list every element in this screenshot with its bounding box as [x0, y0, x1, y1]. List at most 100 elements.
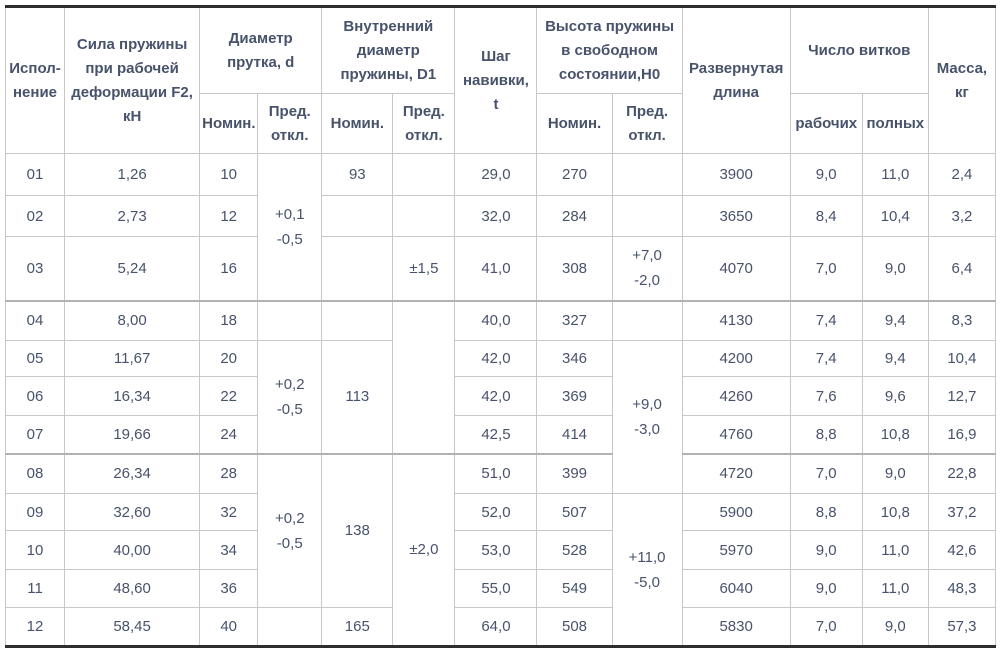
- header-inner-diameter: Внутренний диаметр пружины, D1: [321, 6, 456, 94]
- cell-pitch: 29,0: [454, 153, 538, 196]
- cell-length: 3650: [681, 195, 791, 237]
- cell-coils-full: 11,0: [861, 153, 929, 196]
- cell-coils-working: 7,6: [789, 376, 863, 416]
- header-d-nominal: Номин.: [199, 93, 259, 154]
- cell-h0-nom: 327: [536, 299, 613, 341]
- cell-d1-nom-empty: [321, 236, 394, 301]
- cell-force: 26,34: [64, 452, 201, 494]
- header-h0-deviation: Пред. откл.: [611, 93, 683, 154]
- cell-d1-nom-empty: [321, 299, 394, 341]
- cell-d-dev-merged: +0,2 -0,5: [257, 452, 323, 608]
- cell-length: 4130: [681, 299, 791, 341]
- cell-coils-full: 10,4: [861, 195, 929, 237]
- cell-d-nom: 12: [199, 195, 259, 237]
- table-row: 07 19,66 24 42,5 414 4760 8,8 10,8 16,9: [4, 415, 997, 454]
- cell-coils-working: 7,0: [789, 452, 863, 494]
- cell-coils-full: 9,0: [861, 236, 929, 301]
- header-coils-full: полных: [861, 93, 929, 154]
- cell-coils-working: 9,0: [789, 569, 863, 608]
- cell-coils-working: 9,0: [789, 530, 863, 570]
- cell-pitch: 55,0: [454, 569, 538, 608]
- table-row: 10 40,00 34 53,0 528 5970 9,0 11,0 42,6: [4, 530, 997, 570]
- cell-h0-nom: 346: [536, 340, 613, 377]
- cell-pitch: 51,0: [454, 452, 538, 494]
- header-d-deviation: Пред. откл.: [257, 93, 323, 154]
- cell-d-nom: 32: [199, 493, 259, 531]
- cell-pitch: 64,0: [454, 607, 538, 647]
- cell-mass: 22,8: [927, 452, 997, 494]
- cell-h0-dev-merged: +9,0 -3,0: [611, 340, 683, 494]
- cell-coils-working: 7,4: [789, 299, 863, 341]
- cell-coils-working: 8,8: [789, 415, 863, 454]
- cell-exec: 04: [4, 299, 66, 341]
- cell-h0-dev: +7,0 -2,0: [611, 236, 683, 301]
- cell-length: 4760: [681, 415, 791, 454]
- table-row: 05 11,67 20 +0,2 -0,5 113 42,0 346 +9,0 …: [4, 340, 997, 494]
- cell-coils-full: 9,4: [861, 299, 929, 341]
- cell-h0-dev-empty: [611, 299, 683, 341]
- cell-mass: 8,3: [927, 299, 997, 341]
- cell-length: 3900: [681, 153, 791, 196]
- cell-d-nom: 16: [199, 236, 259, 301]
- cell-mass: 10,4: [927, 340, 997, 377]
- cell-force: 48,60: [64, 569, 201, 608]
- cell-pitch: 42,0: [454, 340, 538, 377]
- cell-d-nom: 28: [199, 452, 259, 494]
- cell-pitch: 42,5: [454, 415, 538, 454]
- cell-d1-nom-empty: [321, 195, 394, 237]
- cell-pitch: 52,0: [454, 493, 538, 531]
- cell-mass: 48,3: [927, 569, 997, 608]
- cell-h0-dev-merged: +11,0 -5,0: [611, 493, 683, 647]
- cell-coils-full: 10,8: [861, 493, 929, 531]
- cell-d1-dev: ±1,5: [392, 236, 456, 301]
- cell-length: 4200: [681, 340, 791, 377]
- cell-coils-full: 10,8: [861, 415, 929, 454]
- cell-exec: 02: [4, 195, 66, 237]
- cell-force: 2,73: [64, 195, 201, 237]
- cell-mass: 57,3: [927, 607, 997, 647]
- cell-length: 4070: [681, 236, 791, 301]
- cell-h0-nom: 284: [536, 195, 613, 237]
- header-row-sub: Номин. Пред. откл. Номин. Пред. откл. Но…: [6, 93, 996, 154]
- cell-coils-working: 9,0: [789, 153, 863, 196]
- cell-pitch: 32,0: [454, 195, 538, 237]
- cell-length: 6040: [681, 569, 791, 608]
- cell-coils-working: 7,0: [789, 236, 863, 301]
- cell-d1-nom-merged: 138: [321, 452, 394, 608]
- cell-force: 19,66: [64, 415, 201, 454]
- cell-d1-dev-empty-merged: [392, 299, 456, 454]
- cell-length: 5830: [681, 607, 791, 647]
- cell-force: 11,67: [64, 340, 201, 377]
- cell-d-nom: 10: [199, 153, 259, 196]
- cell-exec: 01: [4, 153, 66, 196]
- cell-d-nom: 24: [199, 415, 259, 454]
- cell-d-nom: 20: [199, 340, 259, 377]
- cell-h0-nom: 507: [536, 493, 613, 531]
- spring-parameters-table: Испол- нение Сила пружины при рабочей де…: [4, 5, 997, 648]
- cell-force: 16,34: [64, 376, 201, 416]
- header-rod-diameter: Диаметр прутка, d: [199, 6, 323, 94]
- table-row: 09 32,60 32 52,0 507 +11,0 -5,0 5900 8,8…: [4, 493, 997, 647]
- header-pitch: Шаг навивки, t: [454, 6, 538, 154]
- cell-h0-nom: 270: [536, 153, 613, 196]
- cell-d-dev-merged: +0,1 -0,5: [257, 153, 323, 301]
- cell-h0-dev-empty: [611, 195, 683, 237]
- header-h0-nominal: Номин.: [536, 93, 613, 154]
- cell-length: 5970: [681, 530, 791, 570]
- table-row: 04 8,00 18 40,0 327 4130 7,4 9,4 8,3: [4, 299, 997, 454]
- cell-mass: 2,4: [927, 153, 997, 196]
- cell-exec: 12: [4, 607, 66, 647]
- header-coils-working: рабочих: [789, 93, 863, 154]
- cell-mass: 16,9: [927, 415, 997, 454]
- cell-exec: 11: [4, 569, 66, 608]
- cell-h0-nom: 414: [536, 415, 613, 454]
- cell-d1-nom: 93: [321, 153, 394, 196]
- cell-d1-dev-empty: [392, 195, 456, 237]
- cell-mass: 12,7: [927, 376, 997, 416]
- table-row: 11 48,60 36 55,0 549 6040 9,0 11,0 48,3: [4, 569, 997, 608]
- cell-exec: 09: [4, 493, 66, 531]
- cell-exec: 10: [4, 530, 66, 570]
- table-row: 03 5,24 16 ±1,5 41,0 308 +7,0 -2,0 4070 …: [4, 236, 997, 301]
- header-mass: Масса, кг: [927, 6, 997, 154]
- cell-pitch: 40,0: [454, 299, 538, 341]
